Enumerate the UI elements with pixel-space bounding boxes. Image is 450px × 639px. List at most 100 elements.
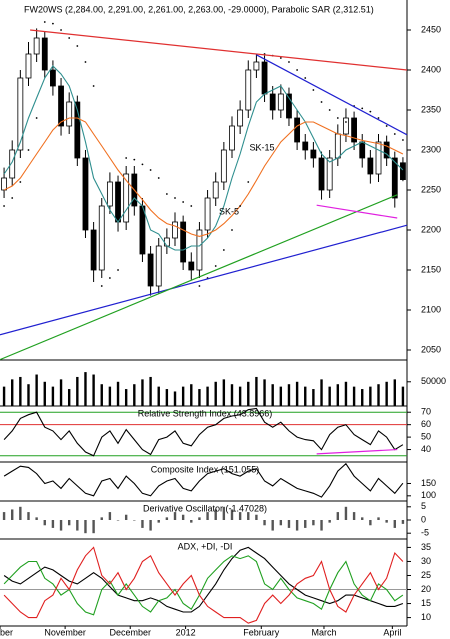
bar [116,520,120,521]
series-line [3,555,404,616]
bar [165,517,169,520]
bar [279,386,283,406]
candle-body [41,37,48,71]
candle-body [204,197,211,231]
y-tick-label: 2100 [421,304,441,314]
candle-body [302,141,309,151]
sar-dot [35,117,38,119]
y-tick-label: 10 [421,612,431,622]
sar-dot [141,163,144,166]
candle-body [326,157,333,191]
bar [108,386,112,406]
bar [67,520,71,526]
y-tick-label: 35 [421,542,431,552]
y-tick-label: 2200 [421,224,441,234]
sar-dot [345,121,347,123]
sar-dot [377,117,380,119]
sar-dot [190,205,193,207]
bar [361,517,364,520]
sar-dot [84,61,87,63]
candle-body [253,61,260,71]
candle-body [123,173,130,223]
bar [206,512,209,520]
bar [377,384,380,406]
sar-dot [320,101,323,103]
sar-dot [125,157,128,159]
bar [51,520,55,528]
bar [328,520,331,523]
y-tick-label: 2300 [421,144,441,154]
panel-title: Derivative Oscillator (-1.47028) [143,503,267,513]
candle-body [17,77,24,151]
sar-dot [198,285,201,287]
series-line [3,407,404,457]
candle-body [139,205,146,255]
bar [263,379,266,406]
candle-body [277,93,284,111]
bar [173,512,177,520]
bar [141,520,144,528]
bar [27,384,30,406]
bar [271,384,274,406]
sar-dot [222,249,225,251]
bar [401,386,405,406]
panel-title: ADX, +DI, -DI [178,541,233,551]
bar [385,381,388,406]
bar [43,520,46,526]
y-tick-label: 2400 [421,64,441,74]
y-tick-label: 20 [421,584,431,594]
bar [19,376,22,406]
bar [263,520,266,526]
candle-body [245,69,252,111]
bar [92,520,95,534]
bar [116,381,120,406]
bar [43,381,46,406]
candle-body [261,61,268,95]
sar-dot [385,125,388,127]
y-tick-label: 2350 [421,104,441,114]
chart-title: FW20WS (2,284.00, 2,291.00, 2,261.00, 2,… [24,4,374,14]
bar [230,509,234,520]
bar [2,512,6,520]
bar [352,386,356,406]
bar [157,386,160,406]
candle-body [318,157,325,191]
candle-body [25,53,32,79]
bar [304,386,307,406]
sar-dot [231,229,233,231]
bar [352,512,356,520]
sar-dot [27,149,30,151]
bar [76,520,79,531]
bar [328,386,331,406]
bar [336,512,340,520]
bar [27,512,30,520]
candle-body [33,37,40,55]
bar [320,379,323,406]
sar-dot [336,117,339,119]
sar-dot [19,181,22,183]
y-tick-label: 0 [421,514,426,524]
sar-dot [174,197,176,199]
bar [287,520,291,528]
sar-dot [117,269,119,271]
bar [35,374,38,406]
candle-body [147,253,154,287]
panel-title: Relative Strength Index (43.8966) [138,408,273,418]
bar [312,520,315,526]
x-tick-label: December [109,627,151,637]
sar-dot [312,89,315,91]
bar [190,384,193,406]
sar-dot [304,77,307,79]
y-tick-label: 100 [421,490,436,500]
bar [336,384,340,406]
y-tick-label: 5 [421,501,426,511]
bar [181,386,185,406]
bar [206,386,209,406]
bar [238,386,242,406]
bar [393,520,396,528]
bar [385,520,388,523]
bar [361,389,364,406]
bar [84,372,87,406]
x-tick-label: March [311,627,336,637]
bar [295,381,299,406]
